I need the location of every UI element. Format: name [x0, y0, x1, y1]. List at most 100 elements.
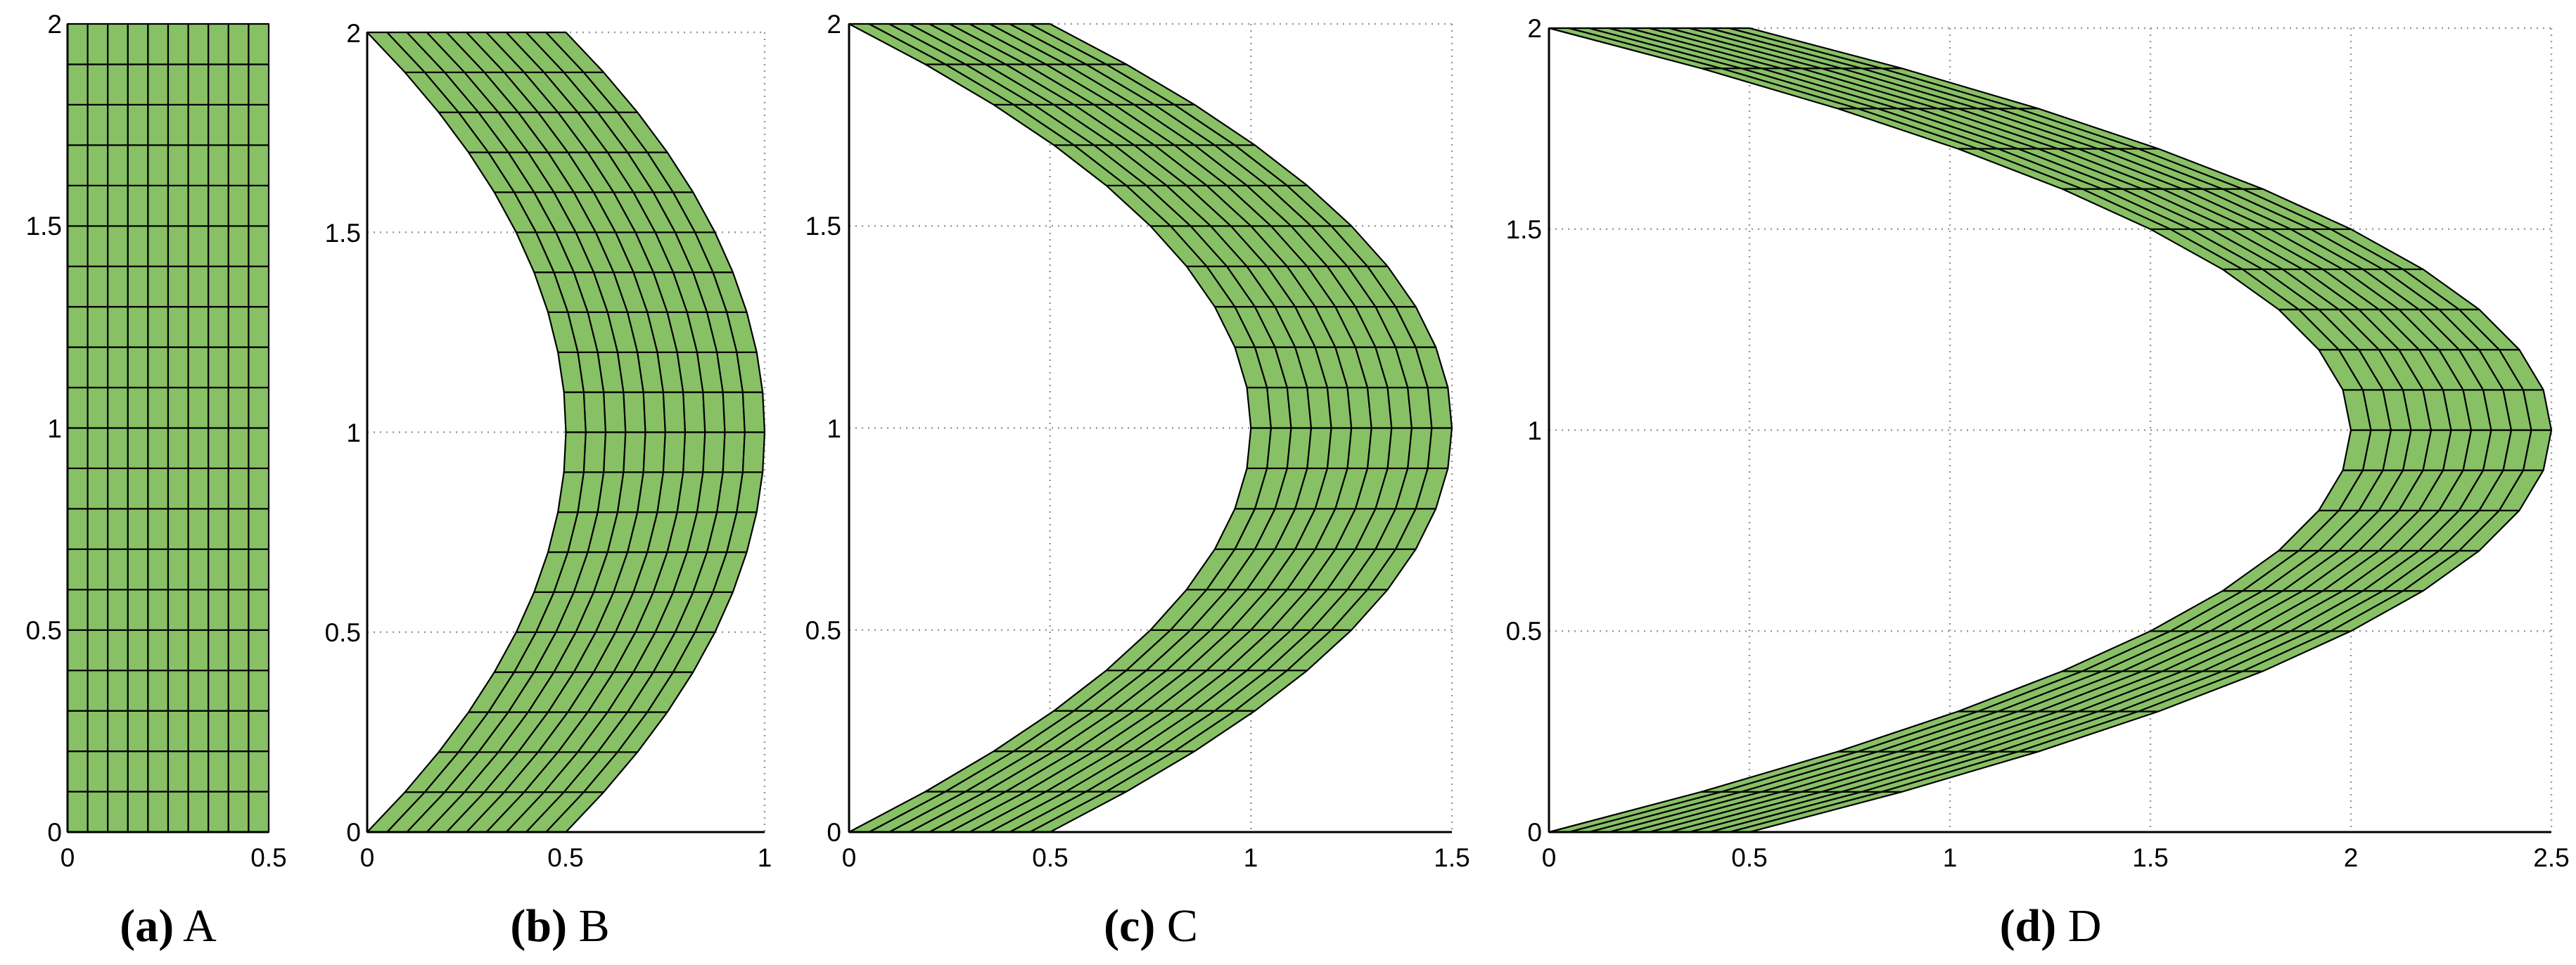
panel-a-caption: (a) A	[120, 900, 217, 952]
mesh-cell	[147, 184, 170, 227]
panel-a-y-tick: 2	[47, 10, 62, 39]
mesh-cell	[66, 710, 89, 753]
mesh-cell	[208, 265, 229, 308]
mesh-cell	[227, 508, 250, 551]
mesh-cell	[208, 750, 229, 793]
mesh-cell	[187, 225, 210, 267]
mesh-cell	[87, 184, 109, 227]
mesh-cell	[167, 23, 189, 65]
mesh-cell	[208, 427, 229, 470]
mesh-cell	[603, 391, 627, 433]
mesh-cell	[227, 306, 250, 348]
mesh-cell	[167, 225, 189, 267]
mesh-cell	[127, 265, 149, 308]
mesh-cell	[127, 750, 149, 793]
mesh-cell	[107, 144, 129, 186]
mesh-cell	[167, 589, 189, 631]
mesh-cell	[248, 63, 270, 106]
panel-d-caption-letter: (d)	[2000, 900, 2057, 952]
mesh-cell	[227, 103, 250, 146]
panel-b-y-tick: 2	[346, 19, 361, 48]
mesh-cell	[66, 63, 89, 106]
mesh-cell	[147, 103, 170, 146]
mesh-cell	[227, 710, 250, 753]
mesh-cell	[66, 427, 89, 470]
mesh-cell	[66, 23, 89, 65]
mesh-cell	[187, 750, 210, 793]
panel-c-x-tick: 0	[842, 843, 857, 872]
panel-a-y-tick: 0.5	[26, 616, 62, 645]
mesh-cell	[208, 589, 229, 631]
mesh-cell	[66, 386, 89, 429]
panel-b-y-tick: 0	[346, 818, 361, 847]
mesh-cell	[107, 23, 129, 65]
mesh-cell	[623, 391, 646, 433]
mesh-cell	[623, 431, 646, 473]
mesh-cell	[208, 103, 229, 146]
panel-a-caption-letter: (a)	[120, 900, 174, 952]
mesh-cell	[127, 427, 149, 470]
mesh-cell	[187, 508, 210, 551]
mesh-cell	[107, 589, 129, 631]
mesh-cell	[187, 427, 210, 470]
mesh-cell	[87, 346, 109, 389]
mesh-cell	[107, 710, 129, 753]
mesh-cell	[248, 670, 270, 712]
mesh-cell	[147, 225, 170, 267]
mesh-cell	[187, 144, 210, 186]
mesh-cell	[187, 23, 210, 65]
mesh-cell	[147, 508, 170, 551]
mesh-cell	[1427, 427, 1453, 470]
mesh-cell	[582, 431, 607, 473]
mesh-cell	[127, 144, 149, 186]
mesh-cell	[208, 508, 229, 551]
mesh-cell	[127, 386, 149, 429]
mesh-cell	[66, 508, 89, 551]
mesh-cell	[208, 306, 229, 348]
mesh-cell	[187, 670, 210, 712]
mesh-cell	[167, 467, 189, 510]
mesh-cell	[208, 710, 229, 753]
panel-c-y-tick: 1.5	[805, 212, 841, 241]
mesh-cell	[66, 467, 89, 510]
mesh-cell	[248, 386, 270, 429]
mesh-cell	[107, 467, 129, 510]
panel-b-x-tick: 1	[758, 843, 772, 872]
mesh-cell	[167, 710, 189, 753]
mesh-cell	[147, 306, 170, 348]
mesh-cell	[127, 467, 149, 510]
panel-b-caption-name: B	[579, 900, 610, 952]
mesh-cell	[187, 467, 210, 510]
mesh-cell	[642, 431, 666, 473]
mesh-cell	[563, 431, 587, 473]
mesh-cell	[662, 391, 687, 433]
mesh-cell	[87, 589, 109, 631]
mesh-cell	[187, 103, 210, 146]
mesh-cell	[107, 386, 129, 429]
panel-d-y-tick: 0	[1527, 818, 1542, 847]
panel-d-x-tick: 0	[1542, 843, 1557, 872]
mesh-cell	[107, 791, 129, 833]
mesh-cell	[248, 306, 270, 348]
panel-b-caption-letter: (b)	[510, 900, 567, 952]
panel-b-caption: (b) B	[510, 900, 609, 952]
panel-c-caption: (c) C	[1104, 900, 1198, 952]
mesh-cell	[187, 548, 210, 591]
mesh-cell	[147, 629, 170, 672]
mesh-cell	[187, 63, 210, 106]
mesh-cell	[248, 144, 270, 186]
mesh-cell	[208, 386, 229, 429]
mesh-cell	[248, 103, 270, 146]
mesh-cell	[107, 346, 129, 389]
panel-a-x-tick: 0	[60, 843, 75, 872]
mesh-cell	[167, 750, 189, 793]
panel-d-x-tick: 1.5	[2132, 843, 2168, 872]
mesh-cell	[227, 467, 250, 510]
mesh-cell	[248, 184, 270, 227]
panel-d-caption-name: D	[2068, 900, 2102, 952]
mesh-cell	[208, 791, 229, 833]
mesh-cell	[87, 548, 109, 591]
mesh-cell	[227, 23, 250, 65]
mesh-cell	[66, 548, 89, 591]
